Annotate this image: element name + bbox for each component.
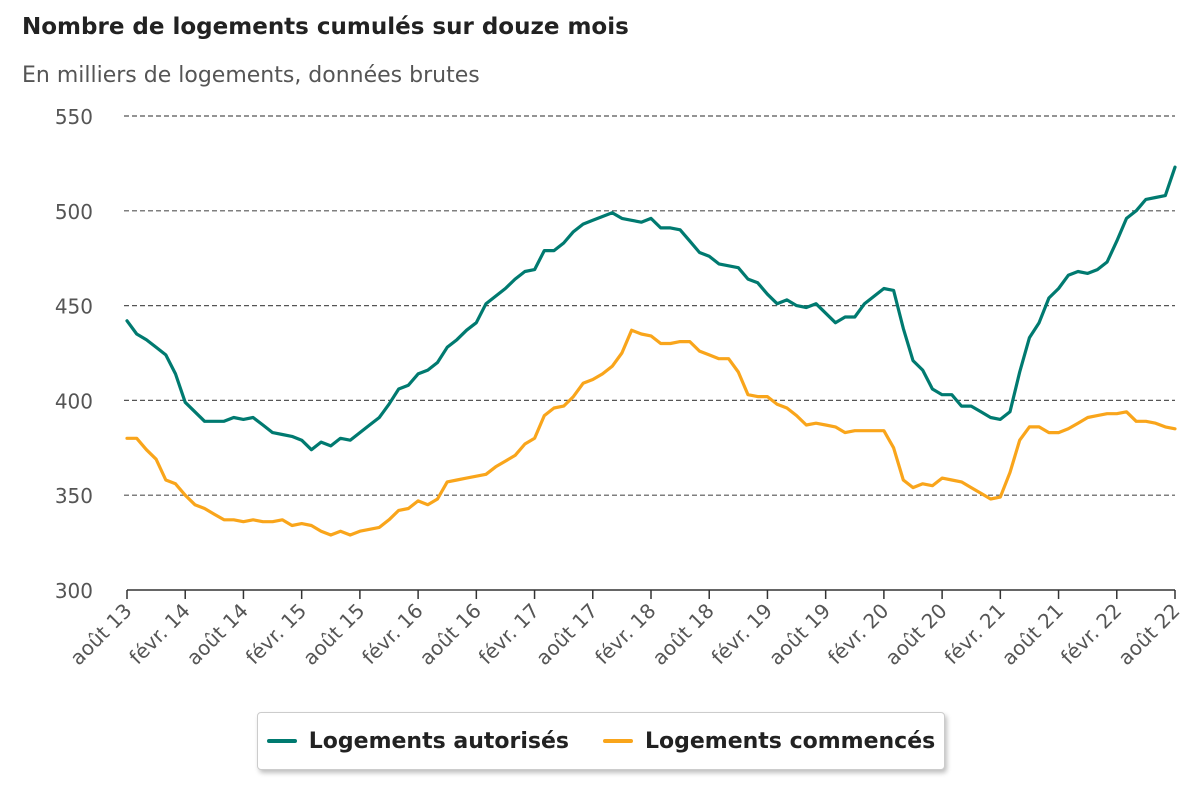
y-tick-label-400: 400 [55, 389, 93, 413]
y-axis-ticks: 300 350 400 450 500 550 [55, 105, 93, 603]
x-tick-label-11: févr. 19 [706, 599, 777, 670]
y-tick-label-500: 500 [55, 200, 93, 224]
y-tick-label-550: 550 [55, 105, 93, 129]
x-tick-label-18: août 22 [1113, 599, 1184, 670]
legend-label-commences: Logements commencés [644, 728, 936, 754]
y-tick-label-300: 300 [55, 579, 93, 603]
x-tick-label-16: août 21 [997, 599, 1068, 670]
x-tick-label-9: févr. 18 [590, 599, 661, 670]
x-tick-label-3: févr. 15 [241, 599, 312, 670]
x-tick-label-4: août 15 [298, 599, 369, 670]
x-tick-label-8: août 17 [531, 599, 602, 670]
legend-item-commences[interactable]: Logements commencés [602, 728, 936, 754]
x-tick-label-14: août 20 [880, 599, 951, 670]
chart-title: Nombre de logements cumulés sur douze mo… [22, 14, 629, 40]
y-tick-label-350: 350 [55, 484, 93, 508]
x-tick-label-13: févr. 20 [823, 599, 894, 670]
x-tick-label-6: août 16 [415, 599, 486, 670]
legend-label-autorises: Logements autorisés [308, 728, 569, 754]
legend-swatch-autorises [266, 739, 297, 743]
y-tick-label-450: 450 [55, 295, 93, 319]
x-tick-label-12: août 19 [764, 599, 835, 670]
legend-swatch-commences [602, 739, 633, 743]
x-tick-label-5: févr. 16 [357, 599, 428, 670]
x-tick-label-1: févr. 14 [124, 599, 195, 670]
series-line-0 [125, 165, 1177, 452]
x-tick-label-10: août 18 [647, 599, 718, 670]
legend-item-autorises[interactable]: Logements autorisés [266, 728, 569, 754]
grid-lines [124, 115, 1175, 496]
chart-subtitle: En milliers de logements, données brutes [22, 63, 480, 88]
series-lines [125, 165, 1177, 537]
x-tick-label-0: août 13 [65, 599, 136, 670]
x-tick-label-15: févr. 21 [939, 599, 1010, 670]
legend: Logements autorisés Logements commencés [257, 712, 945, 770]
x-tick-label-7: févr. 17 [474, 599, 545, 670]
x-tick-label-2: août 14 [182, 599, 253, 670]
series-line-1 [125, 328, 1177, 537]
x-tick-label-17: févr. 22 [1056, 599, 1127, 670]
